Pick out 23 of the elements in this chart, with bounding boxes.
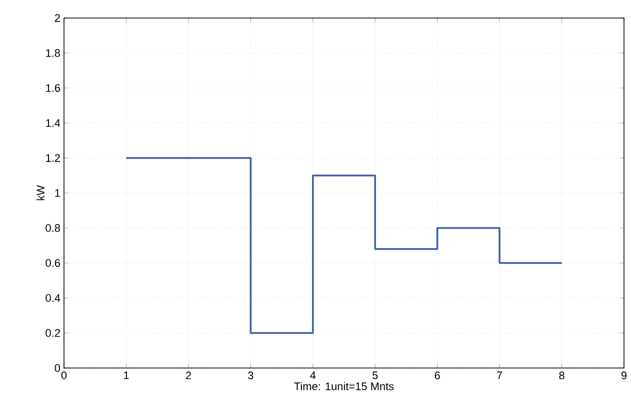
x-tick-label: 3 — [248, 372, 254, 380]
x-tick-label: 6 — [434, 372, 440, 380]
y-tick-label: 2 — [54, 14, 60, 22]
y-tick-label: 1.6 — [46, 84, 60, 92]
y-tick-label: 0.8 — [46, 224, 60, 232]
y-axis-title: kW — [36, 185, 44, 200]
x-tick-label: 1 — [124, 372, 129, 380]
x-tick-label: 9 — [621, 372, 627, 380]
x-tick-label: 7 — [497, 372, 502, 380]
y-tick-label: 1.8 — [46, 49, 60, 57]
y-tick-label: 1.2 — [46, 154, 60, 162]
x-tick-label: 2 — [186, 372, 191, 380]
x-tick-label: 5 — [372, 372, 378, 380]
x-tick-label: 0 — [61, 372, 67, 380]
y-tick-label: 1 — [55, 189, 60, 197]
x-tick-label: 4 — [310, 372, 316, 380]
x-axis-title: Time: 1unit=15 Mnts — [294, 382, 394, 390]
y-tick-label: 0.4 — [46, 294, 60, 302]
y-tick-label: 1.4 — [46, 119, 60, 127]
y-tick-label: 0.2 — [46, 329, 60, 337]
y-tick-label: 0.6 — [46, 259, 60, 267]
x-tick-label: 8 — [559, 372, 564, 380]
y-tick-label: 0 — [54, 364, 60, 372]
